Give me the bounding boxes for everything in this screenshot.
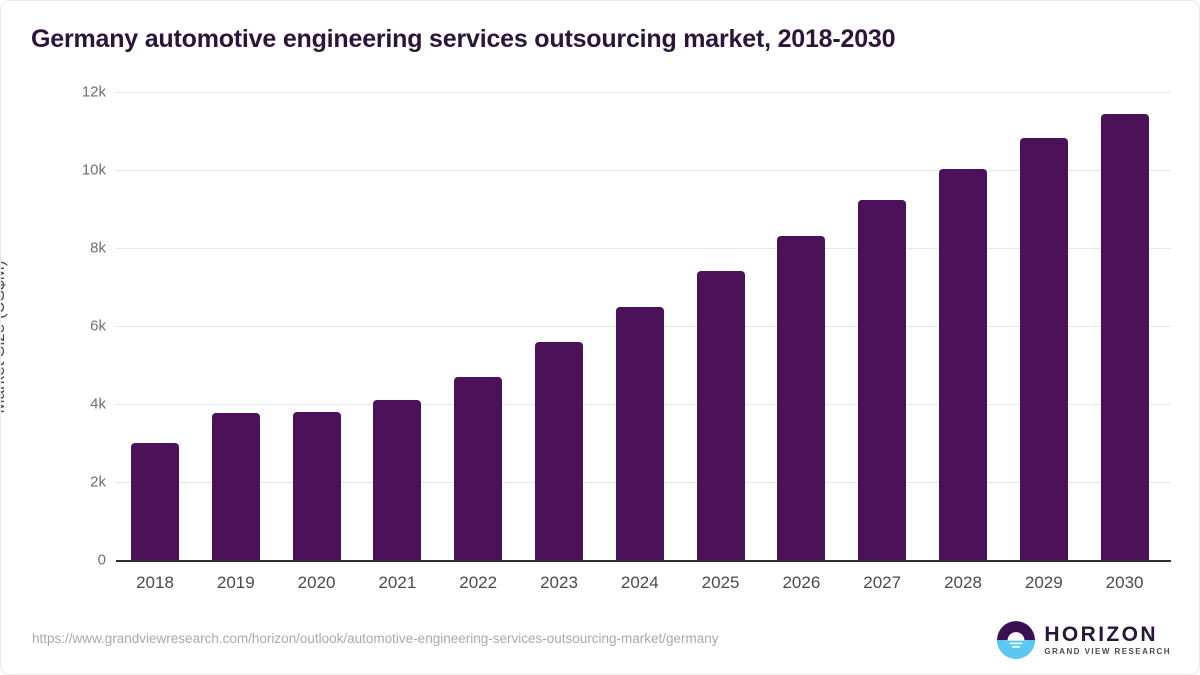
y-axis-tick: 12k xyxy=(81,83,106,101)
bar[interactable] xyxy=(454,377,503,560)
bar[interactable] xyxy=(211,412,260,560)
gridline xyxy=(116,92,1171,93)
bar[interactable] xyxy=(858,200,907,560)
x-axis-tick: 2019 xyxy=(216,573,255,592)
source-url[interactable]: https://www.grandviewresearch.com/horizo… xyxy=(32,631,719,646)
bar[interactable] xyxy=(939,169,987,560)
x-axis-tick: 2018 xyxy=(136,573,174,592)
x-axis-tick: 2025 xyxy=(701,573,740,592)
bar[interactable] xyxy=(1100,113,1149,560)
bar[interactable] xyxy=(1019,138,1068,560)
y-axis-tick: 4k xyxy=(90,395,106,413)
horizon-circle-icon xyxy=(997,621,1036,659)
gridline xyxy=(116,170,1171,171)
x-axis-tick: 2023 xyxy=(540,573,578,592)
bar[interactable] xyxy=(373,400,422,560)
y-axis-tick: 6k xyxy=(90,317,106,335)
x-axis-tick: 2024 xyxy=(620,573,659,592)
horizon-tagline: GRAND VIEW RESEARCH xyxy=(1044,647,1171,656)
bar[interactable] xyxy=(131,443,179,560)
bar[interactable] xyxy=(535,342,583,560)
x-axis-tick: 2029 xyxy=(1024,573,1063,592)
y-axis-tick: 2k xyxy=(90,473,106,491)
y-axis-tick: 10k xyxy=(81,161,106,179)
x-axis-line xyxy=(116,560,1171,562)
x-axis-tick: 2027 xyxy=(863,573,902,592)
bar[interactable] xyxy=(615,306,664,560)
bar[interactable] xyxy=(696,271,745,560)
bar[interactable] xyxy=(292,411,341,560)
horizon-logo: HORIZON GRAND VIEW RESEARCH xyxy=(997,621,1171,659)
y-axis-tick: 8k xyxy=(90,239,106,257)
bar[interactable] xyxy=(777,235,826,560)
y-axis-title: Market Size (US$M) xyxy=(0,260,8,414)
horizon-logo-text: HORIZON GRAND VIEW RESEARCH xyxy=(1044,624,1171,656)
x-axis-tick: 2026 xyxy=(782,573,821,592)
x-axis-tick: 2020 xyxy=(297,573,336,592)
x-axis-tick: 2030 xyxy=(1105,573,1144,592)
x-axis-tick: 2021 xyxy=(378,573,417,592)
page-title: Germany automotive engineering services … xyxy=(31,25,896,53)
x-axis-tick: 2022 xyxy=(459,573,498,592)
gridline xyxy=(116,248,1171,249)
horizon-wordmark: HORIZON xyxy=(1044,623,1158,646)
x-axis-tick: 2028 xyxy=(944,573,982,592)
y-axis-tick: 0 xyxy=(97,551,106,569)
plot-area xyxy=(116,92,1171,560)
